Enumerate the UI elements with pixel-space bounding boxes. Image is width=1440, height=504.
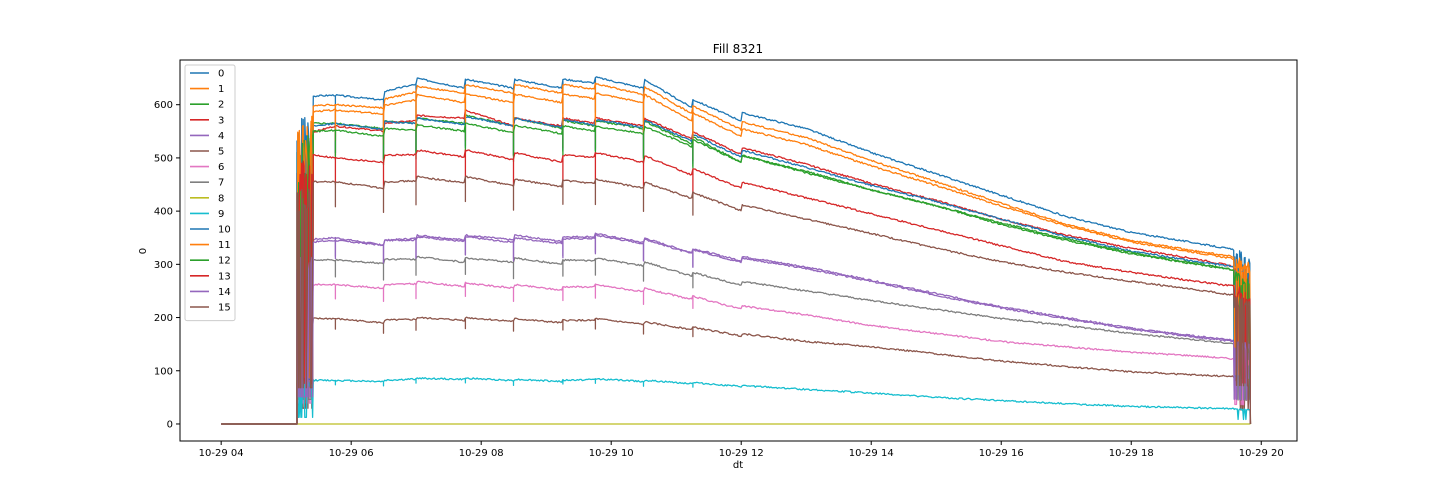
series-line-1 — [221, 82, 1252, 425]
y-axis: 0 100 200 300 400 500 600 — [154, 100, 180, 430]
legend-label: 1 — [218, 84, 224, 95]
series-line-10 — [221, 116, 1252, 425]
legend-label: 3 — [218, 115, 224, 126]
x-tick-label: 10-29 12 — [719, 448, 764, 459]
series-line-7 — [221, 255, 1252, 425]
chart-title: Fill 8321 — [713, 42, 763, 56]
series-line-0 — [221, 76, 1252, 425]
x-tick-label: 10-29 18 — [1109, 448, 1154, 459]
series-line-5 — [221, 316, 1252, 425]
x-tick-label: 10-29 08 — [459, 448, 504, 459]
series-layer — [221, 76, 1252, 425]
series-line-15 — [221, 175, 1252, 425]
series-line-14 — [221, 234, 1252, 425]
legend-label: 10 — [218, 225, 231, 236]
legend-label: 13 — [218, 271, 231, 282]
y-tick-label: 500 — [154, 153, 173, 164]
series-line-6 — [221, 280, 1252, 425]
legend-label: 14 — [218, 287, 231, 298]
legend-label: 6 — [218, 162, 224, 173]
y-tick-label: 0 — [167, 419, 173, 430]
series-line-3 — [221, 108, 1252, 425]
series-line-12 — [221, 122, 1252, 425]
x-tick-label: 10-29 14 — [849, 448, 894, 459]
x-tick-label: 10-29 16 — [979, 448, 1024, 459]
legend-label: 7 — [218, 178, 224, 189]
legend-label: 9 — [218, 209, 224, 220]
x-tick-label: 10-29 04 — [199, 448, 244, 459]
legend-box — [184, 64, 236, 322]
y-tick-label: 300 — [154, 260, 173, 271]
y-axis-label: 0 — [138, 248, 149, 254]
x-tick-label: 10-29 10 — [589, 448, 634, 459]
series-line-13 — [221, 149, 1252, 425]
x-axis-label: dt — [733, 460, 743, 471]
legend-label: 8 — [218, 193, 224, 204]
legend-label: 5 — [218, 147, 224, 158]
y-tick-label: 100 — [154, 366, 173, 377]
legend-label: 15 — [218, 303, 231, 314]
legend-label: 4 — [218, 131, 224, 142]
y-tick-label: 200 — [154, 313, 173, 324]
series-line-11 — [221, 92, 1252, 425]
x-axis: 10-29 04 10-29 06 10-29 08 10-29 10 10-29 12… — [199, 441, 1284, 459]
y-tick-label: 400 — [154, 207, 173, 218]
legend-label: 11 — [218, 240, 231, 251]
series-line-4 — [221, 232, 1252, 425]
legend-label: 2 — [218, 100, 224, 111]
y-tick-label: 600 — [154, 100, 173, 111]
series-line-9 — [221, 377, 1252, 425]
legend-label: 0 — [218, 69, 224, 80]
legend-label: 12 — [218, 256, 231, 267]
x-tick-label: 10-29 20 — [1239, 448, 1284, 459]
plot-frame — [179, 59, 1298, 442]
x-tick-label: 10-29 06 — [329, 448, 374, 459]
